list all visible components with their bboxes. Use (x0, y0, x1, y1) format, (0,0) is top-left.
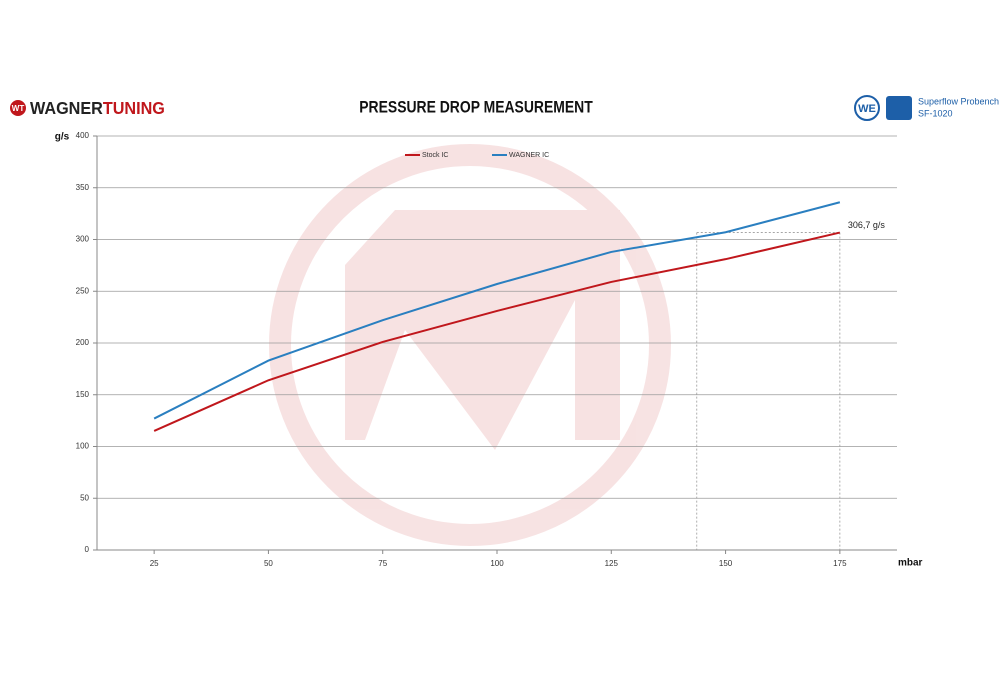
x-tick-label: 100 (490, 559, 504, 568)
logo-right-line: SF-1020 (918, 108, 953, 118)
legend-label: WAGNER IC (509, 152, 549, 159)
y-tick-label: 350 (76, 183, 90, 192)
chart-title: PRESSURE DROP MEASUREMENT (359, 98, 593, 117)
y-tick-label: 400 (76, 131, 90, 140)
logo-left: WT WAGNERTUNING (10, 98, 165, 118)
x-tick-label: 25 (150, 559, 159, 568)
y-tick-label: 0 (85, 545, 90, 554)
x-tick-label: 125 (605, 559, 619, 568)
y-tick-label: 250 (76, 286, 90, 295)
y-tick-label: 300 (76, 235, 90, 244)
series-line (153, 201, 841, 420)
x-tick-label: 50 (264, 559, 273, 568)
y-tick-label: 200 (76, 338, 90, 347)
watermark (269, 144, 671, 546)
y-tick-label: 100 (76, 442, 90, 451)
x-tick-label: 150 (719, 559, 733, 568)
svg-text:WAGNERTUNING: WAGNERTUNING (30, 98, 165, 118)
series-line (153, 231, 841, 432)
x-axis-label: mbar (898, 558, 923, 569)
annotation: 306,7 g/s (848, 220, 886, 230)
legend-label: Stock IC (422, 152, 448, 159)
logo-right: WE Superflow Probench SF-1020 (854, 95, 999, 121)
x-tick-label: 175 (833, 559, 847, 568)
y-tick-label: 50 (80, 493, 89, 502)
svg-text:WE: WE (858, 103, 876, 115)
y-tick-label: 150 (76, 390, 90, 399)
logo-wagner: WAGNER (30, 98, 103, 118)
logo-right-line: Superflow Probench (918, 96, 999, 106)
logo-tuning: TUNING (103, 98, 165, 118)
x-tick-label: 75 (378, 559, 387, 568)
y-axis-label: g/s (55, 132, 70, 143)
svg-text:WT: WT (12, 104, 25, 113)
